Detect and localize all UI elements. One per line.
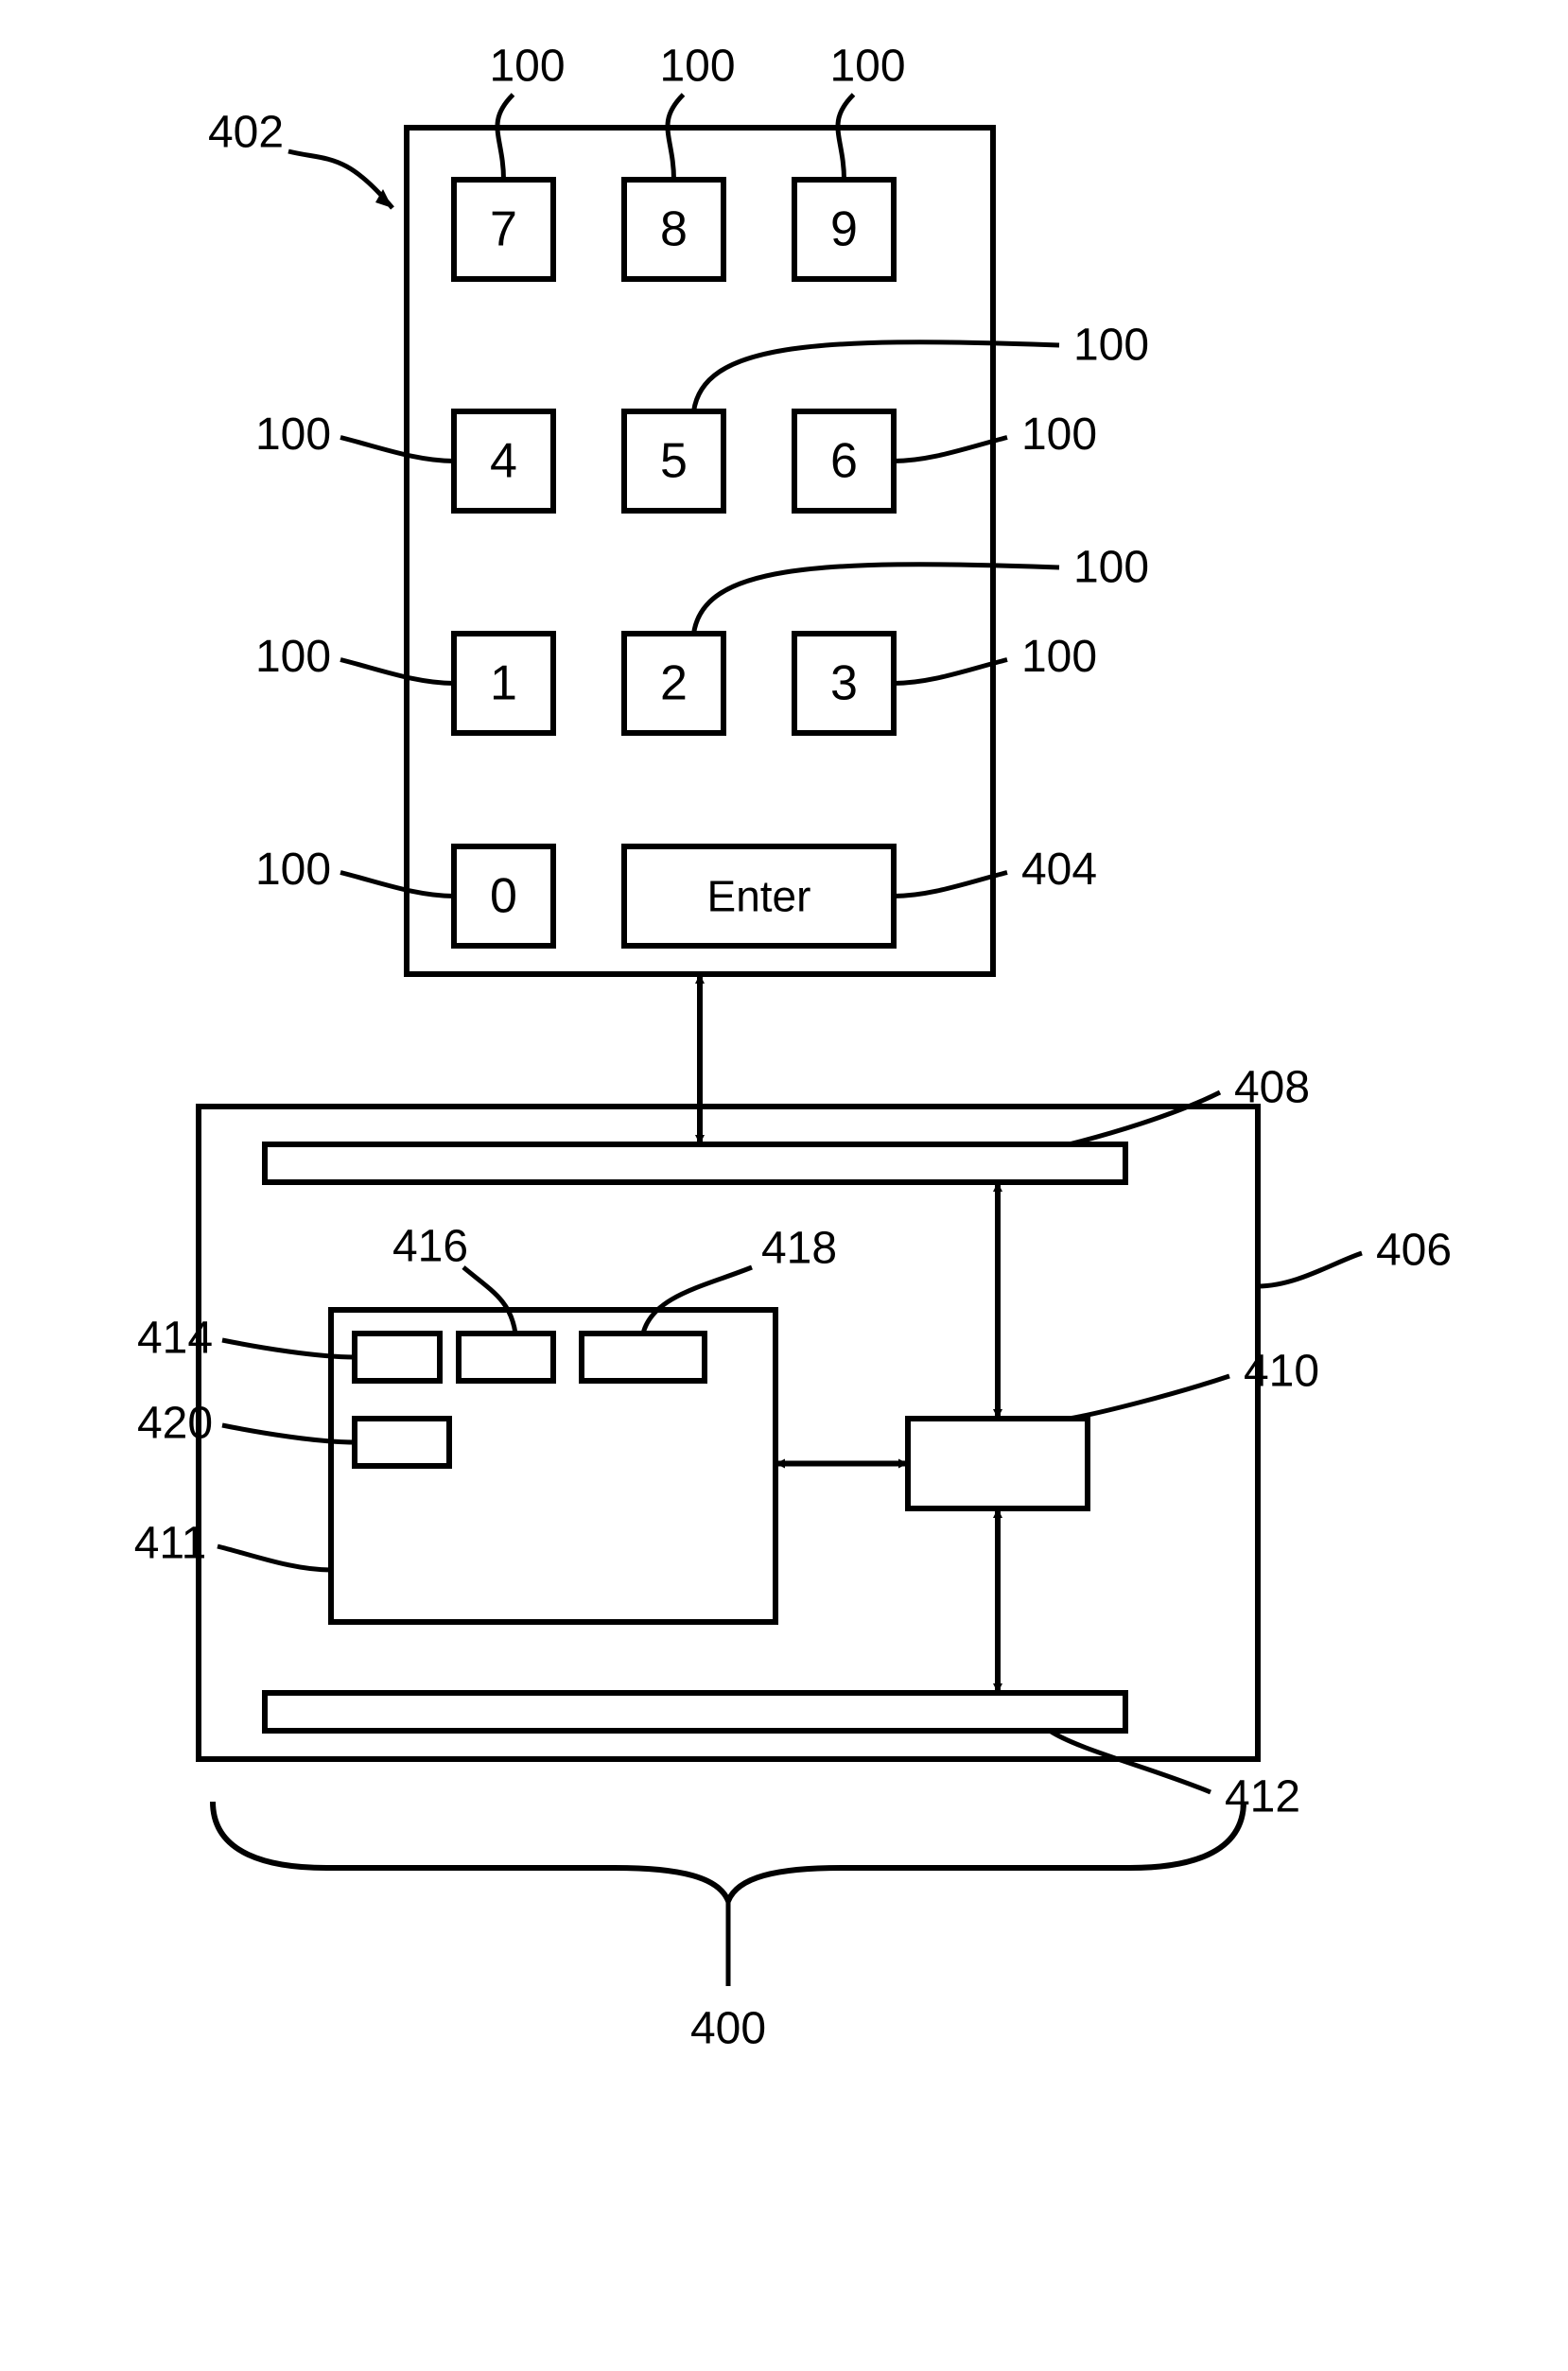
ref-label: 410 xyxy=(1244,1347,1319,1397)
leader-line xyxy=(1258,1253,1362,1286)
ref-label: 412 xyxy=(1225,1772,1300,1822)
ref-label: 408 xyxy=(1234,1063,1310,1113)
ref-label: 418 xyxy=(761,1224,837,1274)
controller-cpu xyxy=(908,1419,1088,1508)
ref-label: 100 xyxy=(829,42,905,92)
ref-label: 100 xyxy=(489,42,565,92)
mem-cell-420 xyxy=(355,1419,449,1466)
ref-label: 404 xyxy=(1021,845,1097,895)
keypad-enter-label: Enter xyxy=(707,872,811,921)
ref-label: 100 xyxy=(659,42,735,92)
ref-label: 414 xyxy=(137,1314,213,1364)
mem-cell-414 xyxy=(355,1334,440,1381)
keypad-key3-label: 3 xyxy=(830,656,858,711)
ref-label: 100 xyxy=(1073,543,1149,593)
controller-bar-top xyxy=(265,1144,1125,1182)
ref-label: 100 xyxy=(255,632,331,682)
ref-label: 100 xyxy=(255,845,331,895)
keypad-key0-label: 0 xyxy=(490,869,517,924)
controller-bar-bottom xyxy=(265,1693,1125,1731)
ref-label: 402 xyxy=(208,108,284,158)
keypad-key4-label: 4 xyxy=(490,434,517,489)
keypad-key7-label: 7 xyxy=(490,202,517,257)
ref-label: 100 xyxy=(1021,632,1097,682)
ref-label: 100 xyxy=(1021,410,1097,460)
keypad-key6-label: 6 xyxy=(830,434,858,489)
ref-label: 420 xyxy=(137,1399,213,1449)
ref-label: 411 xyxy=(134,1519,207,1569)
keypad-key5-label: 5 xyxy=(660,434,688,489)
ref-label: 406 xyxy=(1376,1226,1452,1276)
ref-label: 416 xyxy=(392,1222,468,1272)
leader-arrow xyxy=(288,151,392,208)
keypad-key2-label: 2 xyxy=(660,656,688,711)
ref-label: 400 xyxy=(690,2004,766,2054)
keypad-key1-label: 1 xyxy=(490,656,517,711)
mem-cell-418 xyxy=(582,1334,705,1381)
keypad-key8-label: 8 xyxy=(660,202,688,257)
keypad-key9-label: 9 xyxy=(830,202,858,257)
ref-label: 100 xyxy=(1073,321,1149,371)
mem-cell-416 xyxy=(459,1334,553,1381)
ref-label: 100 xyxy=(255,410,331,460)
overall-brace xyxy=(213,1802,1244,1901)
